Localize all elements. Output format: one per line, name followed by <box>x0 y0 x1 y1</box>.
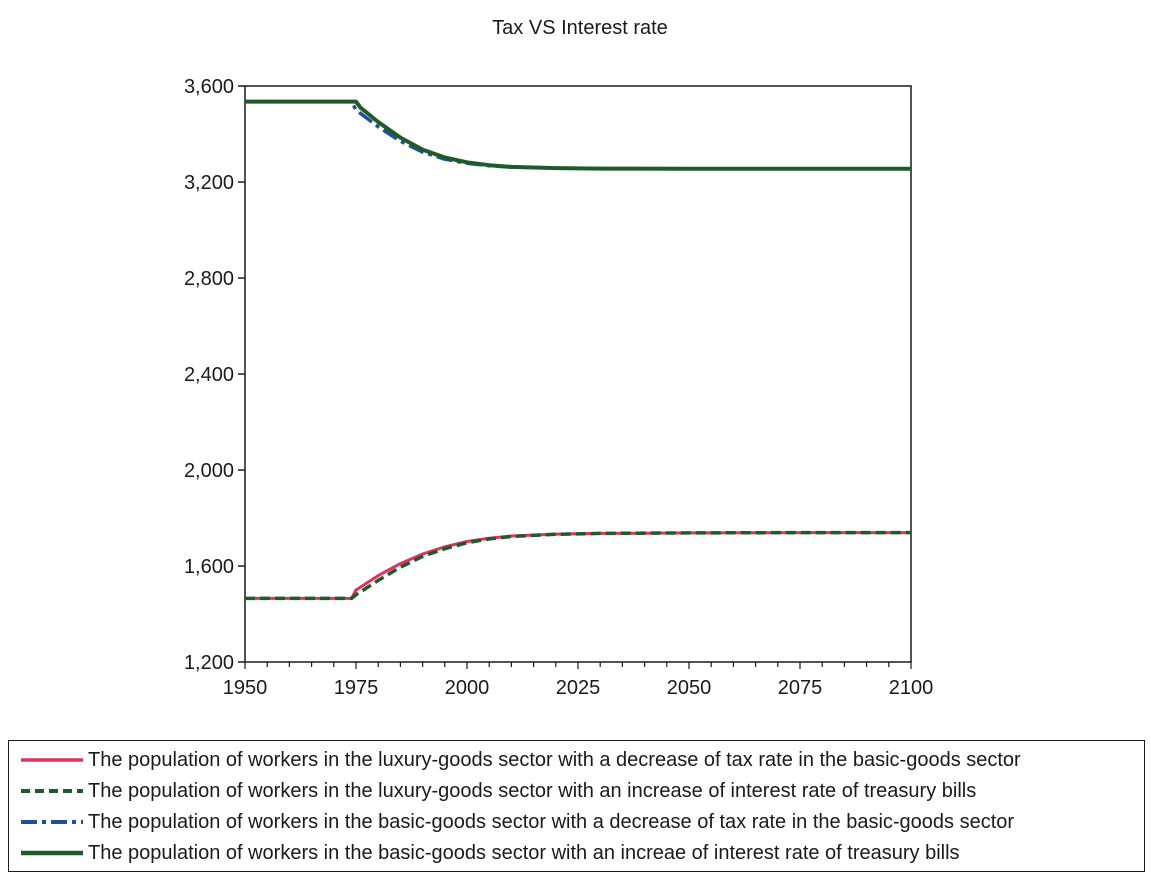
series-line-2 <box>245 530 911 601</box>
x-tick-label: 2000 <box>445 677 490 699</box>
y-tick-label: 1,600 <box>184 556 234 578</box>
legend-swatch-4 <box>21 850 83 856</box>
legend-item-1: The population of workers in the luxury-… <box>9 745 1144 775</box>
legend-swatch-2 <box>21 789 83 793</box>
y-tick-label: 3,200 <box>184 172 234 194</box>
x-tick-label: 2050 <box>667 677 712 699</box>
legend-label-1: The population of workers in the luxury-… <box>88 749 1021 771</box>
series-lines <box>245 99 911 601</box>
x-tick-label: 2100 <box>889 677 934 699</box>
x-tick-label: 1950 <box>223 677 268 699</box>
legend-item-4: The population of workers in the basic-g… <box>9 838 1144 868</box>
legend-item-3: The population of workers in the basic-g… <box>9 807 1144 837</box>
series-line-4 <box>245 99 911 171</box>
legend-swatch-3 <box>21 820 83 824</box>
x-tick-label: 1975 <box>334 677 379 699</box>
x-tick-label: 2075 <box>778 677 823 699</box>
legend-item-2: The population of workers in the luxury-… <box>9 776 1144 806</box>
legend: The population of workers in the luxury-… <box>8 740 1145 872</box>
legend-label-2: The population of workers in the luxury-… <box>88 780 977 802</box>
chart-title: Tax VS Interest rate <box>492 17 668 39</box>
axis-ticks: 1,200 1,600 2,000 2,400 2,800 3,200 3,600 1950 1… <box>184 76 933 699</box>
y-tick-label: 2,800 <box>184 268 234 290</box>
legend-label-4: The population of workers in the basic-g… <box>88 842 960 864</box>
y-tick-label: 1,200 <box>184 652 234 674</box>
y-tick-label: 3,600 <box>184 76 234 98</box>
y-tick-label: 2,000 <box>184 460 234 482</box>
chart: Tax VS Interest rate 1,200 1,600 2,000 2,40… <box>184 17 933 699</box>
legend-label-3: The population of workers in the basic-g… <box>88 811 1015 833</box>
x-tick-label: 2025 <box>556 677 601 699</box>
legend-swatch-1 <box>21 758 83 762</box>
series-line-1 <box>245 531 911 600</box>
series-line-3 <box>245 99 911 171</box>
plot-area-frame <box>244 85 912 663</box>
y-tick-label: 2,400 <box>184 364 234 386</box>
